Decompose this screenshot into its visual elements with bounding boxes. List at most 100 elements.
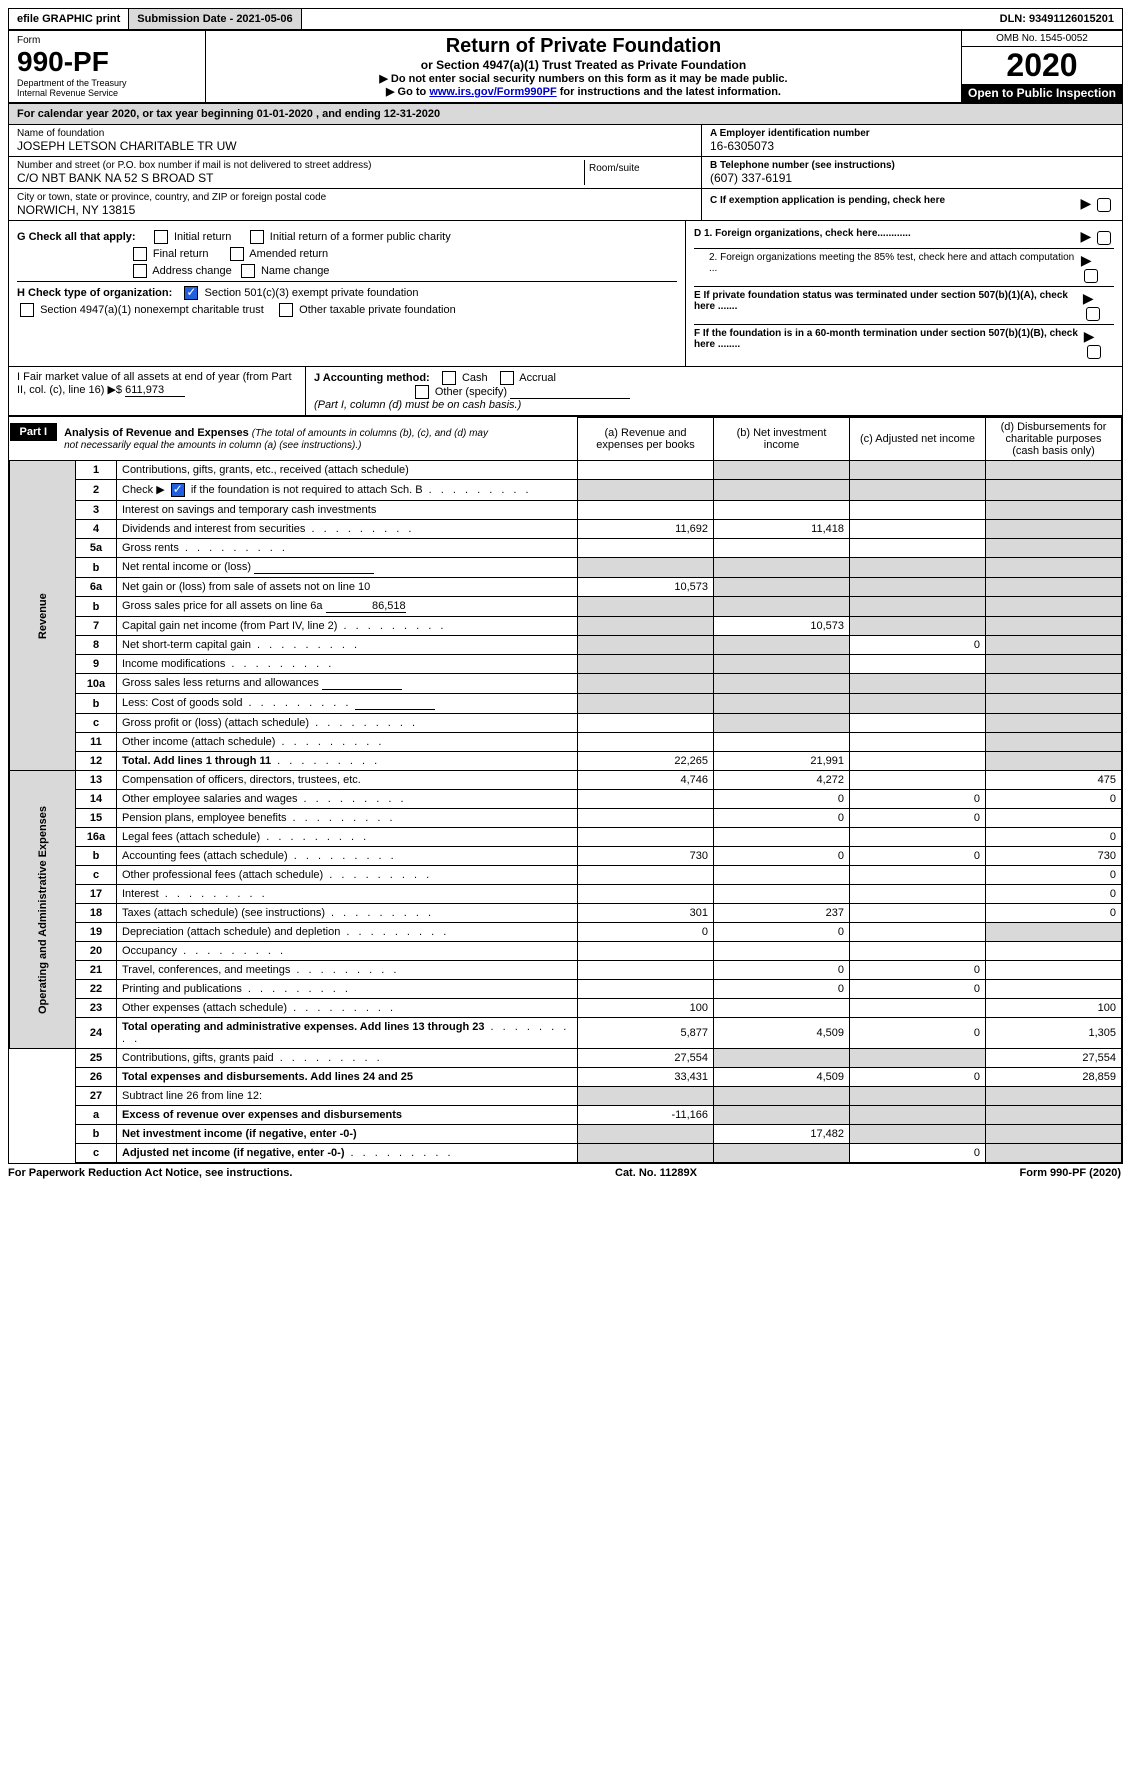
d2-checkbox[interactable] <box>1084 269 1098 283</box>
501c3-checkbox[interactable] <box>184 286 198 300</box>
arrow-icon: ▶ <box>1080 228 1091 244</box>
cat-number: Cat. No. 11289X <box>615 1167 697 1179</box>
part1-title: Analysis of Revenue and Expenses <box>64 427 249 439</box>
row-27a: a Excess of revenue over expenses and di… <box>10 1106 1122 1125</box>
e-checkbox[interactable] <box>1086 307 1100 321</box>
final-return-checkbox[interactable] <box>133 247 147 261</box>
address-left: Number and street (or P.O. box number if… <box>17 160 585 185</box>
page-footer: For Paperwork Reduction Act Notice, see … <box>8 1164 1121 1182</box>
checks-section: G Check all that apply: Initial return I… <box>9 221 1122 366</box>
col-a-header: (a) Revenue and expenses per books <box>578 418 714 461</box>
omb-number: OMB No. 1545-0052 <box>962 31 1122 47</box>
cash-label: Cash <box>462 372 488 384</box>
e-label: E If private foundation status was termi… <box>694 290 1068 312</box>
other-specify <box>510 386 630 399</box>
j-note: (Part I, column (d) must be on cash basi… <box>314 399 521 411</box>
accrual-checkbox[interactable] <box>500 371 514 385</box>
name-change-label: Name change <box>261 265 330 277</box>
g-row3: Address change Name change <box>17 264 677 278</box>
expenses-label: Operating and Administrative Expenses <box>10 771 76 1049</box>
phone-label: B Telephone number (see instructions) <box>710 160 1114 171</box>
final-return-label: Final return <box>153 248 209 260</box>
4947-checkbox[interactable] <box>20 303 34 317</box>
inspection-notice: Open to Public Inspection <box>962 84 1122 102</box>
dln: DLN: 93491126015201 <box>992 9 1122 29</box>
row-14: 14 Other employee salaries and wages 000 <box>10 790 1122 809</box>
i-cell: I Fair market value of all assets at end… <box>9 367 306 415</box>
row-2: 2 Check ▶ if the foundation is not requi… <box>10 480 1122 501</box>
sch-b-checkbox[interactable] <box>171 483 185 497</box>
arrow-icon: ▶ <box>1080 195 1091 211</box>
arrow-icon: ▶ <box>1081 252 1092 268</box>
initial-former-checkbox[interactable] <box>250 230 264 244</box>
part1-label: Part I <box>10 423 58 441</box>
amended-checkbox[interactable] <box>230 247 244 261</box>
row-22: 22 Printing and publications 00 <box>10 980 1122 999</box>
address-change-checkbox[interactable] <box>133 264 147 278</box>
f-checkbox[interactable] <box>1087 345 1101 359</box>
d1-item: D 1. Foreign organizations, check here..… <box>694 225 1114 249</box>
row-16a: 16a Legal fees (attach schedule) 0 <box>10 828 1122 847</box>
4947-label: Section 4947(a)(1) nonexempt charitable … <box>40 304 264 316</box>
g-section: G Check all that apply: Initial return I… <box>9 221 685 366</box>
tax-year: 2020 <box>962 47 1122 84</box>
foundation-name: JOSEPH LETSON CHARITABLE TR UW <box>17 139 693 153</box>
part1-table: Part I Analysis of Revenue and Expenses … <box>9 417 1122 1163</box>
row-9: 9 Income modifications <box>10 655 1122 674</box>
efile-graphic: efile GRAPHIC print <box>9 9 129 29</box>
row-13: Operating and Administrative Expenses 13… <box>10 771 1122 790</box>
h-row2: Section 4947(a)(1) nonexempt charitable … <box>17 303 677 317</box>
row-6b: b Gross sales price for all assets on li… <box>10 597 1122 617</box>
calendar-year: For calendar year 2020, or tax year begi… <box>9 104 1122 125</box>
row-11: 11 Other income (attach schedule) <box>10 733 1122 752</box>
city-cell: City or town, state or province, country… <box>9 189 701 220</box>
cash-checkbox[interactable] <box>442 371 456 385</box>
c-label: C If exemption application is pending, c… <box>710 195 945 206</box>
identity-right: A Employer identification number 16-6305… <box>701 125 1122 220</box>
row-26: 26 Total expenses and disbursements. Add… <box>10 1068 1122 1087</box>
row-10c: c Gross profit or (loss) (attach schedul… <box>10 714 1122 733</box>
form-number: 990-PF <box>17 46 197 78</box>
row-10b: b Less: Cost of goods sold <box>10 694 1122 714</box>
row-5b: b Net rental income or (loss) <box>10 558 1122 578</box>
row-25: 25 Contributions, gifts, grants paid 27,… <box>10 1049 1122 1068</box>
form-title: Return of Private Foundation <box>214 35 953 58</box>
row-16c: c Other professional fees (attach schedu… <box>10 866 1122 885</box>
row-27b: b Net investment income (if negative, en… <box>10 1125 1122 1144</box>
right-checks: D 1. Foreign organizations, check here..… <box>685 221 1122 366</box>
other-method-checkbox[interactable] <box>415 385 429 399</box>
row-27c: c Adjusted net income (if negative, ente… <box>10 1144 1122 1163</box>
row-10a: 10a Gross sales less returns and allowan… <box>10 674 1122 694</box>
phone-cell: B Telephone number (see instructions) (6… <box>702 157 1122 189</box>
paperwork-notice: For Paperwork Reduction Act Notice, see … <box>8 1167 292 1179</box>
row-24: 24 Total operating and administrative ex… <box>10 1018 1122 1049</box>
row-12: 12 Total. Add lines 1 through 11 22,2652… <box>10 752 1122 771</box>
form-990pf: efile GRAPHIC print Submission Date - 20… <box>8 8 1123 1164</box>
initial-return-label: Initial return <box>174 231 231 243</box>
other-taxable-checkbox[interactable] <box>279 303 293 317</box>
ein-cell: A Employer identification number 16-6305… <box>702 125 1122 157</box>
j-cell: J Accounting method: Cash Accrual Other … <box>306 367 1122 415</box>
line-desc: Contributions, gifts, grants, etc., rece… <box>117 461 578 480</box>
501c3-label: Section 501(c)(3) exempt private foundat… <box>204 287 418 299</box>
part1-header-row: Part I Analysis of Revenue and Expenses … <box>10 418 1122 461</box>
h-label: H Check type of organization: <box>17 287 172 299</box>
address-change-label: Address change <box>152 265 232 277</box>
col-b-header: (b) Net investment income <box>714 418 850 461</box>
row-20: 20 Occupancy <box>10 942 1122 961</box>
row-16b: b Accounting fees (attach schedule) 7300… <box>10 847 1122 866</box>
name-change-checkbox[interactable] <box>241 264 255 278</box>
room-suite: Room/suite <box>585 160 693 185</box>
arrow-icon: ▶ <box>1083 290 1094 306</box>
form-link[interactable]: www.irs.gov/Form990PF <box>429 86 556 98</box>
form-label: Form <box>17 35 197 46</box>
c-checkbox[interactable] <box>1097 198 1111 212</box>
d1-checkbox[interactable] <box>1097 231 1111 245</box>
f-item: F If the foundation is in a 60-month ter… <box>694 325 1114 362</box>
amended-label: Amended return <box>249 248 328 260</box>
initial-return-checkbox[interactable] <box>154 230 168 244</box>
col-c-header: (c) Adjusted net income <box>850 418 986 461</box>
address-value: C/O NBT BANK NA 52 S BROAD ST <box>17 171 584 185</box>
d2-item: 2. Foreign organizations meeting the 85%… <box>694 249 1114 287</box>
city-label: City or town, state or province, country… <box>17 192 693 203</box>
